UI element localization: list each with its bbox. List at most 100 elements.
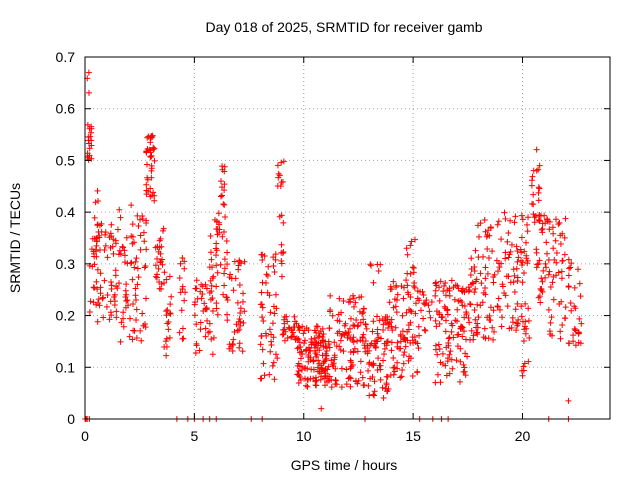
data-point-marker — [259, 257, 266, 264]
data-point-marker — [374, 338, 381, 345]
data-point-marker — [522, 300, 529, 307]
data-point-marker — [310, 366, 317, 373]
data-point-marker — [375, 267, 382, 274]
data-point-marker — [85, 134, 92, 141]
data-point-marker — [347, 325, 354, 332]
data-point-marker — [112, 267, 119, 274]
data-point-marker — [506, 251, 513, 258]
data-point-marker — [461, 368, 468, 375]
data-point-marker — [154, 255, 161, 262]
data-point-marker — [204, 317, 211, 324]
data-point-marker — [85, 156, 92, 163]
data-point-marker — [415, 345, 422, 352]
data-point-marker — [236, 344, 243, 351]
data-point-marker — [542, 260, 549, 267]
data-point-marker — [484, 314, 491, 321]
data-point-marker — [357, 319, 364, 326]
data-point-marker — [123, 281, 130, 288]
data-point-marker — [553, 250, 560, 257]
data-point-marker — [533, 264, 540, 271]
y-tick-label: 0.4 — [56, 204, 76, 220]
data-point-marker — [379, 315, 386, 322]
data-point-marker — [136, 216, 143, 223]
data-point-marker — [397, 338, 404, 345]
data-point-marker — [152, 262, 159, 269]
data-point-marker — [178, 307, 185, 314]
data-point-marker — [129, 221, 136, 228]
data-point-marker — [472, 247, 479, 254]
data-point-marker — [471, 289, 478, 296]
data-point-marker — [562, 304, 569, 311]
data-point-marker — [479, 299, 486, 306]
data-point-marker — [433, 308, 440, 315]
data-point-marker — [369, 328, 376, 335]
data-point-marker — [381, 340, 388, 347]
data-point-marker — [206, 264, 213, 271]
data-point-marker — [555, 221, 562, 228]
data-point-marker — [343, 381, 350, 388]
data-point-marker — [550, 296, 557, 303]
data-point-marker — [567, 300, 574, 307]
data-point-marker — [412, 310, 419, 317]
data-point-marker — [514, 258, 521, 265]
data-point-marker — [392, 284, 399, 291]
data-point-marker — [451, 296, 458, 303]
data-point-marker — [373, 313, 380, 320]
data-point-marker — [459, 333, 466, 340]
data-point-marker — [467, 272, 474, 279]
data-point-marker — [522, 318, 529, 325]
data-point-marker — [499, 314, 506, 321]
data-point-marker — [197, 319, 204, 326]
data-point-marker — [420, 300, 427, 307]
data-point-marker — [513, 243, 520, 250]
data-point-marker — [384, 313, 391, 320]
data-point-marker — [239, 298, 246, 305]
data-point-marker — [257, 375, 264, 382]
data-point-marker — [459, 302, 466, 309]
data-point-marker — [420, 291, 427, 298]
data-point-marker — [562, 215, 569, 222]
data-point-marker — [316, 330, 323, 337]
data-point-marker — [489, 248, 496, 255]
data-point-marker — [100, 294, 107, 301]
data-point-marker — [380, 395, 387, 402]
data-point-marker — [294, 371, 301, 378]
data-point-marker — [191, 312, 198, 319]
data-point-marker — [91, 284, 98, 291]
data-point-marker — [397, 333, 404, 340]
data-point-marker — [94, 234, 101, 241]
data-point-marker — [234, 299, 241, 306]
data-point-marker — [553, 259, 560, 266]
data-point-marker — [163, 312, 170, 319]
data-point-marker — [131, 239, 138, 246]
data-point-marker — [278, 159, 285, 166]
data-point-marker — [156, 285, 163, 292]
data-point-marker — [524, 221, 531, 228]
data-point-marker — [523, 325, 530, 332]
data-point-marker — [474, 222, 481, 229]
data-point-marker — [167, 310, 174, 317]
data-point-marker — [278, 258, 285, 265]
data-point-marker — [377, 366, 384, 373]
data-point-marker — [342, 329, 349, 336]
data-point-marker — [215, 219, 222, 226]
data-point-marker — [394, 343, 401, 350]
data-point-marker — [88, 123, 95, 130]
data-point-marker — [235, 266, 242, 273]
data-point-marker — [370, 391, 377, 398]
data-point-marker — [165, 326, 172, 333]
data-point-marker — [219, 184, 226, 191]
data-point-marker — [313, 323, 320, 330]
data-point-marker — [559, 257, 566, 264]
data-point-marker — [209, 308, 216, 315]
data-point-marker — [366, 359, 373, 366]
data-point-marker — [530, 167, 537, 174]
data-point-marker — [268, 338, 275, 345]
data-point-marker — [460, 328, 467, 335]
data-point-marker — [359, 310, 366, 317]
data-point-marker — [318, 405, 325, 412]
data-point-marker — [90, 299, 97, 306]
data-point-marker — [523, 239, 530, 246]
data-point-marker — [454, 306, 461, 313]
data-point-marker — [436, 345, 443, 352]
